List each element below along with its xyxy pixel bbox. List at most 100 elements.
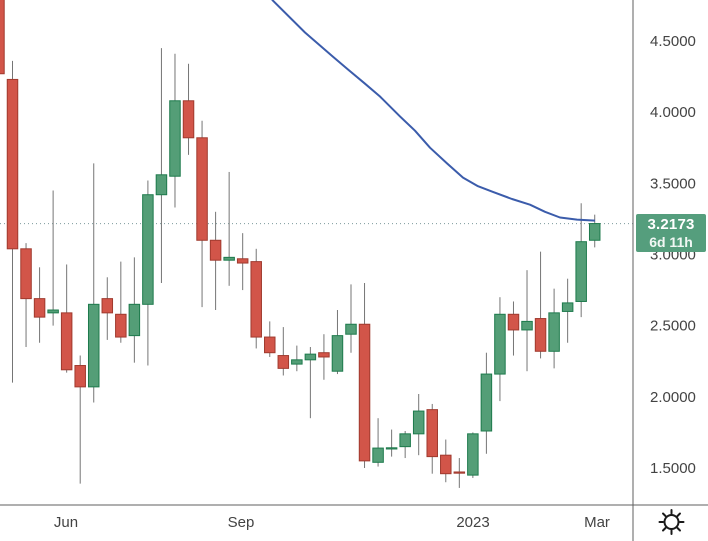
candle [182, 63, 195, 155]
candle [331, 310, 344, 375]
candle [223, 171, 235, 286]
candle [494, 297, 506, 402]
current-price-badge: 3.2173 6d 11h [636, 214, 706, 252]
candle [345, 284, 357, 353]
candle [277, 327, 290, 376]
candle [372, 418, 384, 467]
candle [20, 243, 32, 348]
candle-body [128, 303, 141, 337]
candle [101, 277, 114, 340]
candle [291, 345, 303, 372]
candle-body [588, 223, 601, 241]
candle-body [291, 359, 303, 365]
candle [264, 321, 276, 357]
candle-body [548, 312, 560, 352]
candle [169, 53, 181, 208]
price-axis-label: 4.5000 [650, 33, 696, 50]
gear-spoke [676, 527, 681, 532]
candle-body [358, 323, 371, 462]
candle-body [264, 336, 276, 354]
candle [399, 430, 411, 459]
candle-body [467, 433, 479, 476]
candle [196, 120, 208, 308]
current-price-label: 3.2173 [647, 215, 695, 233]
candle-body [304, 353, 317, 361]
candle-body [480, 373, 493, 432]
time-axis-label: Mar [584, 514, 610, 531]
candle [521, 270, 533, 372]
price-axis-label: 3.5000 [650, 175, 696, 192]
candle-body [115, 313, 127, 338]
candle [304, 347, 317, 419]
gear-spoke [676, 512, 681, 517]
candle [115, 261, 127, 343]
candle-body [87, 303, 100, 388]
candle-body [385, 447, 398, 450]
time-axis[interactable]: Jun Sep 2023 Mar [54, 514, 610, 531]
candle-body [250, 261, 262, 338]
candle [548, 288, 560, 369]
gear-spoke [662, 527, 667, 532]
candle-body [494, 313, 506, 375]
candle-body [196, 137, 208, 241]
candle [33, 267, 46, 343]
candle [412, 393, 425, 456]
candle-body [142, 194, 154, 305]
candle-body [47, 309, 59, 314]
time-axis-label: 2023 [456, 514, 489, 531]
candle [453, 458, 466, 488]
candle-body [318, 352, 330, 358]
price-axis-label: 1.5000 [650, 460, 696, 477]
candle-body [521, 320, 533, 331]
candle-body [372, 447, 384, 463]
candle [250, 248, 262, 349]
candle [507, 301, 520, 356]
candle-body [453, 471, 466, 474]
candle-body [101, 298, 114, 314]
candle [480, 352, 493, 454]
candle-body [6, 78, 19, 250]
candle-body [74, 365, 86, 388]
candle-body [412, 410, 425, 435]
time-axis-label: Sep [228, 514, 255, 531]
candle-body [0, 0, 5, 75]
candle [358, 282, 371, 468]
candle [318, 334, 330, 380]
time-axis-label: Jun [54, 514, 78, 531]
candle-body [399, 433, 411, 448]
candle-body [182, 100, 195, 139]
candle-body [426, 409, 438, 458]
candle [209, 211, 222, 311]
price-axis[interactable]: 4.50004.00003.50003.00002.50002.00001.50… [650, 33, 696, 477]
candle-body [561, 302, 574, 312]
candle [0, 0, 5, 75]
price-axis-label: 2.5000 [650, 318, 696, 335]
candle [534, 251, 547, 359]
candle-body [507, 313, 520, 331]
candle-body [209, 239, 222, 261]
candle-body [60, 312, 73, 371]
candle [142, 180, 154, 366]
candle [575, 203, 587, 318]
candle [236, 233, 249, 291]
candle [155, 48, 168, 283]
candle [426, 403, 438, 474]
countdown-label: 6d 11h [649, 233, 693, 250]
gear-circle [663, 514, 680, 530]
gear-icon[interactable] [658, 509, 685, 535]
candle-body [33, 298, 46, 318]
candle-body [20, 248, 32, 300]
candle-body [575, 241, 587, 302]
candle [74, 355, 86, 484]
candle [561, 278, 574, 343]
price-axis-label: 4.0000 [650, 104, 696, 121]
candle-body [440, 454, 452, 475]
candle-body [331, 335, 344, 372]
candle-body [534, 318, 547, 352]
candle [440, 439, 452, 483]
candle-body [155, 174, 168, 196]
candle [467, 432, 479, 478]
candle [6, 60, 19, 383]
